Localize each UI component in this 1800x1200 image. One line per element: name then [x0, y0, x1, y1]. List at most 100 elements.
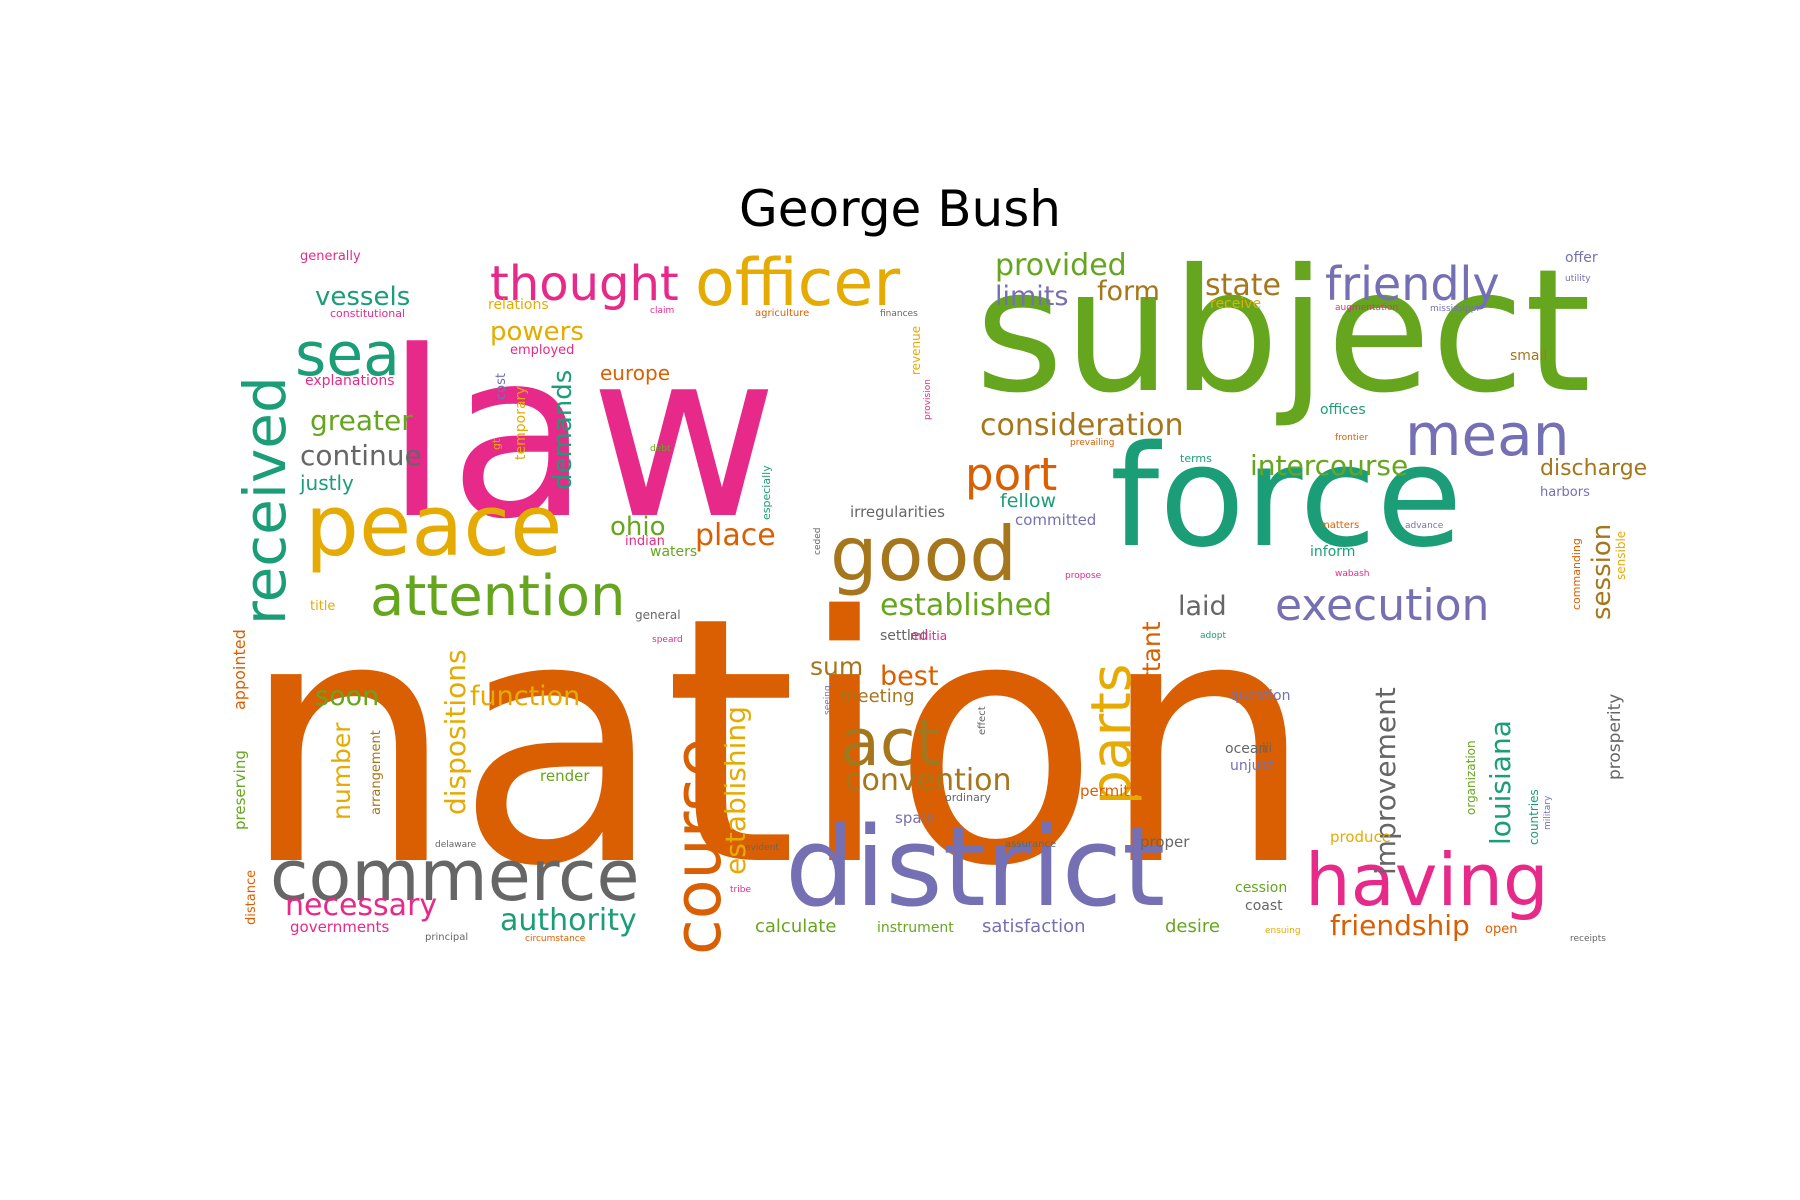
- word-number: number: [327, 722, 356, 820]
- word-greater: greater: [310, 404, 413, 437]
- word-coast: coast: [1245, 898, 1283, 914]
- word-adopt: adopt: [1200, 631, 1226, 641]
- word-constitutional: constitutional: [330, 307, 405, 320]
- word-necessary: necessary: [285, 888, 437, 923]
- word-organization: organization: [1464, 740, 1478, 815]
- word-peace: peace: [305, 477, 562, 576]
- word-subject: subject: [975, 233, 1591, 431]
- word-unjust: unjust: [1230, 758, 1274, 774]
- word-effect: effect: [977, 706, 988, 735]
- word-offer: offer: [1565, 250, 1598, 266]
- word-soon: soon: [315, 681, 379, 712]
- word-friendly: friendly: [1325, 257, 1500, 311]
- word-instrument: instrument: [877, 920, 954, 936]
- word-demands: demands: [548, 370, 578, 490]
- word-place: place: [695, 518, 776, 553]
- word-appointed: appointed: [230, 629, 249, 710]
- word-receive: receive: [1210, 296, 1261, 312]
- word-europe: europe: [600, 361, 670, 385]
- word-distance: distance: [244, 870, 259, 925]
- word-harbors: harbors: [1540, 485, 1590, 500]
- word-continue: continue: [300, 439, 422, 472]
- word-governments: governments: [290, 918, 389, 936]
- word-parts: parts: [1079, 664, 1143, 805]
- word-sea: sea: [295, 320, 400, 390]
- word-terms: terms: [1180, 452, 1212, 465]
- word-explanations: explanations: [305, 373, 395, 389]
- word-attention: attention: [370, 564, 625, 629]
- word-prevailing: prevailing: [1070, 438, 1115, 448]
- word-ocean: ocean: [1225, 741, 1267, 757]
- word-ohio: ohio: [610, 512, 666, 542]
- word-countries: countries: [1527, 789, 1541, 845]
- word-general: general: [635, 608, 681, 622]
- word-prosperity: prosperity: [1605, 694, 1625, 780]
- word-form: form: [1097, 276, 1160, 307]
- word-military: military: [1543, 795, 1553, 830]
- word-established: established: [880, 588, 1052, 623]
- word-dispositions: dispositions: [439, 649, 472, 815]
- word-delaware: delaware: [435, 840, 477, 850]
- word-execution: execution: [1275, 580, 1489, 631]
- word-having: having: [1305, 838, 1549, 922]
- word-vessels: vessels: [315, 282, 410, 312]
- word-ordinary: ordinary: [945, 791, 991, 804]
- word-port: port: [965, 448, 1057, 501]
- word-best: best: [880, 661, 938, 692]
- word-render: render: [540, 767, 590, 785]
- word-satisfaction: satisfaction: [982, 916, 1086, 937]
- word-act: act: [840, 706, 941, 781]
- word-spain: spain: [895, 809, 935, 827]
- word-offices: offices: [1320, 402, 1366, 418]
- word-committed: committed: [1015, 511, 1096, 529]
- word-assurance: assurance: [1005, 839, 1056, 850]
- word-evident: evident: [745, 843, 779, 853]
- word-seeing: seeing: [823, 685, 833, 715]
- word-establishing: establishing: [719, 706, 752, 875]
- word-title: title: [310, 599, 335, 614]
- word-state: state: [1205, 268, 1281, 303]
- word-question: question: [1230, 688, 1290, 704]
- word-force: force: [1110, 416, 1463, 579]
- chart-title: George Bush: [739, 180, 1061, 238]
- word-debt: debt: [650, 444, 671, 454]
- word-nation: nation: [240, 545, 1315, 941]
- word-generally: generally: [300, 249, 361, 264]
- word-session: session: [1587, 524, 1617, 620]
- word-especially: especially: [760, 465, 773, 520]
- word-propose: propose: [1065, 571, 1102, 581]
- word-irregularities: irregularities: [850, 503, 945, 521]
- word-wabash: wabash: [1335, 569, 1370, 579]
- word-augmentation: augmentation: [1335, 303, 1398, 313]
- word-produce: produce: [1330, 828, 1391, 846]
- word-convention: convention: [845, 763, 1012, 798]
- word-militia: militia: [910, 629, 947, 643]
- word-officer: officer: [695, 246, 900, 321]
- word-function: function: [470, 681, 580, 712]
- word-louisiana: louisiana: [1484, 720, 1517, 845]
- word-authority: authority: [500, 903, 637, 938]
- word-waters: waters: [650, 544, 697, 560]
- word-provided: provided: [995, 248, 1127, 283]
- word-fellow: fellow: [1000, 490, 1056, 512]
- word-provision: provision: [923, 379, 933, 420]
- word-important: important: [1137, 621, 1166, 745]
- word-cost: cost: [494, 373, 509, 400]
- word-meeting: meeting: [840, 686, 915, 707]
- word-revenue: revenue: [909, 326, 923, 375]
- word-frontier: frontier: [1335, 433, 1368, 443]
- word-justly: justly: [299, 471, 354, 495]
- word-consideration: consideration: [980, 408, 1184, 443]
- word-inform: inform: [1310, 544, 1355, 560]
- word-claim: claim: [650, 306, 674, 316]
- word-matters: matters: [1320, 520, 1359, 531]
- word-tribe: tribe: [730, 885, 751, 895]
- word-iii: iii: [1262, 741, 1272, 755]
- word-commerce: commerce: [270, 835, 640, 917]
- word-relations: relations: [488, 297, 549, 313]
- word-law: law: [385, 303, 778, 570]
- word-sensible: sensible: [1614, 531, 1628, 580]
- word-utility: utility: [1565, 274, 1591, 284]
